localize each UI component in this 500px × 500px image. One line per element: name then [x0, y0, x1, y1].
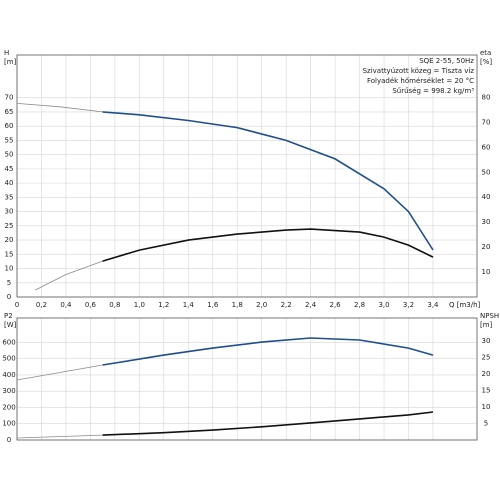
- y-tick-label: 10: [5, 265, 14, 273]
- y2-axis-title: eta: [480, 49, 491, 57]
- x-tick-label: 0: [15, 301, 19, 309]
- x-tick-label: 0,6: [85, 301, 97, 309]
- y-tick-label: 400: [2, 371, 15, 379]
- x-tick-label: 1,8: [232, 301, 243, 309]
- curve: [102, 411, 434, 436]
- y2-tick-label: 25: [482, 354, 491, 362]
- y2-tick-label: 20: [482, 243, 491, 251]
- y2-tick-label: 80: [482, 93, 491, 101]
- curve: [35, 260, 103, 291]
- y-tick-label: 600: [2, 338, 15, 346]
- y-tick-label: 45: [5, 165, 14, 173]
- curve: [102, 111, 434, 251]
- y-tick-label: 0: [7, 293, 11, 301]
- y-tick-label: 70: [5, 94, 14, 102]
- y-axis-unit: [W]: [4, 321, 17, 329]
- y2-tick-label: 50: [482, 168, 491, 176]
- x-tick-label: 2,4: [305, 301, 317, 309]
- x-tick-label: 2,8: [354, 301, 365, 309]
- y2-tick-label: 30: [482, 337, 491, 345]
- x-tick-label: 0,8: [109, 301, 120, 309]
- annotation: Szivattyúzott közeg = Tiszta víz: [363, 67, 475, 75]
- plot-frame: [16, 317, 478, 441]
- y-tick-label: 25: [5, 222, 14, 230]
- curve: [16, 364, 103, 381]
- y2-tick-label: 70: [482, 118, 491, 126]
- x-tick-label: 1,2: [158, 301, 169, 309]
- curve: [16, 434, 103, 439]
- y2-axis-unit: [m]: [480, 321, 493, 329]
- annotation: Sűrűség = 998.2 kg/m³: [392, 86, 474, 95]
- x-tick-label: 0,4: [60, 301, 72, 309]
- y2-tick-label: 15: [482, 387, 491, 395]
- y-tick-label: 60: [5, 122, 14, 130]
- x-tick-label: 3,0: [378, 301, 389, 309]
- y2-tick-label: 40: [482, 193, 491, 201]
- y-tick-label: 55: [5, 136, 14, 144]
- y-tick-label: 40: [5, 179, 14, 187]
- y-tick-label: 200: [2, 403, 15, 411]
- y2-tick-label: 10: [482, 403, 491, 411]
- y-tick-label: 50: [5, 151, 14, 159]
- annotation: SQE 2-55, 50Hz: [419, 57, 474, 65]
- curve: [102, 228, 434, 262]
- x-axis-title: Q [m3/h]: [449, 301, 481, 309]
- y-tick-label: 100: [2, 420, 15, 428]
- y2-tick-label: 60: [482, 143, 491, 151]
- y2-tick-label: 30: [482, 218, 491, 226]
- y2-tick-label: 10: [482, 268, 491, 276]
- plot-frame: [16, 54, 478, 298]
- y2-axis-title: NPSH: [480, 312, 499, 320]
- y-tick-label: 5: [7, 279, 11, 287]
- y2-axis-unit: [%]: [480, 58, 492, 66]
- y-axis-unit: [m]: [4, 58, 17, 66]
- x-tick-label: 3,4: [427, 301, 439, 309]
- y-tick-label: 15: [5, 250, 14, 258]
- x-tick-label: 2,2: [281, 301, 292, 309]
- y-tick-label: 20: [5, 236, 14, 244]
- x-tick-label: 2,6: [330, 301, 342, 309]
- y-tick-label: 500: [2, 355, 15, 363]
- y-tick-label: 0: [7, 436, 11, 444]
- annotation: Folyadék hőmérséklet = 20 °C: [367, 76, 474, 85]
- y-tick-label: 30: [5, 208, 14, 216]
- x-tick-label: 1,6: [207, 301, 219, 309]
- y-axis-title: H: [4, 49, 9, 57]
- y2-tick-label: 20: [482, 370, 491, 378]
- x-tick-label: 3,2: [403, 301, 414, 309]
- y-axis-title: P2: [4, 312, 13, 320]
- x-tick-label: 1,0: [134, 301, 145, 309]
- y-tick-label: 300: [2, 387, 15, 395]
- x-tick-label: 1,4: [183, 301, 195, 309]
- y-tick-label: 65: [5, 108, 14, 116]
- y-tick-label: 35: [5, 193, 14, 201]
- x-tick-label: 0,2: [36, 301, 47, 309]
- curve: [102, 337, 434, 366]
- y2-tick-label: 5: [484, 420, 488, 428]
- x-tick-label: 2,0: [256, 301, 267, 309]
- curve: [16, 103, 103, 113]
